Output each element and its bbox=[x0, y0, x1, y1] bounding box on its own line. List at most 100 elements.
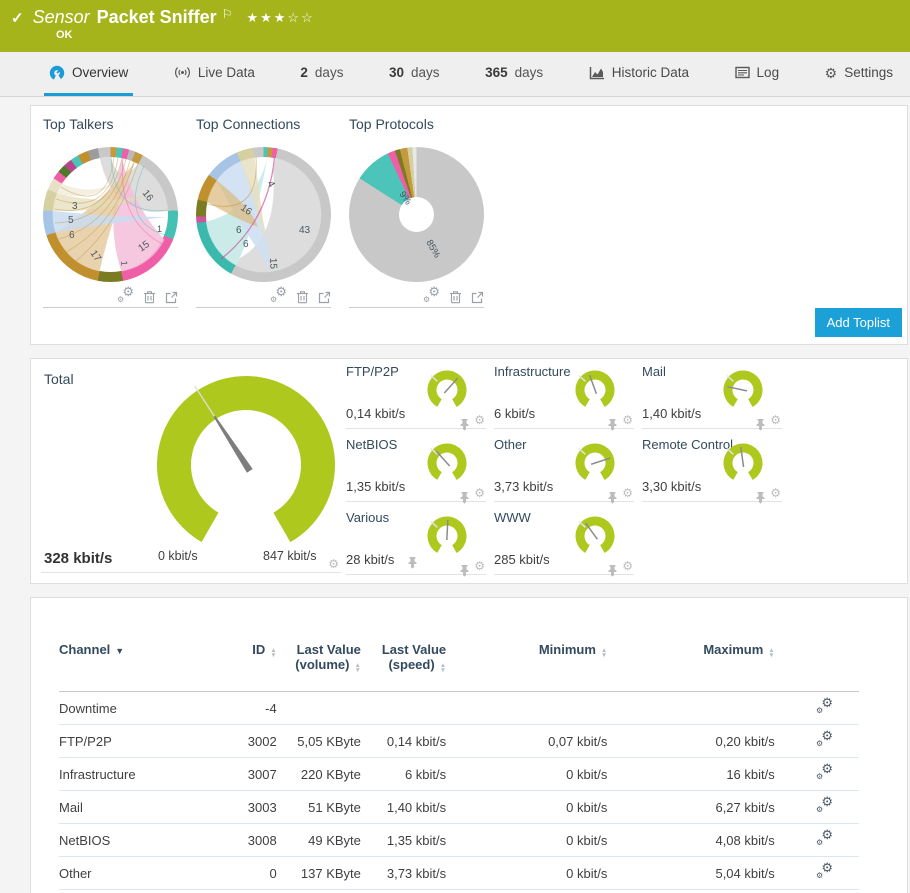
tab-30-days[interactable]: 30 days bbox=[389, 65, 440, 80]
chord-ribbons: 4 16 43 6 6 15 bbox=[205, 157, 322, 273]
pin-icon[interactable] bbox=[608, 418, 617, 431]
priority-stars[interactable]: ★★★☆☆ bbox=[246, 9, 315, 25]
column-header-maximum[interactable]: Maximum ▲ ▼ bbox=[607, 642, 775, 692]
channel-gauge-cell: WWW 285 kbit/s ⚙ bbox=[494, 509, 634, 577]
sort-icon: ▲ ▼ bbox=[439, 662, 447, 674]
table-row: Downtime -4 ⚙ ⚙ bbox=[59, 691, 859, 725]
svg-text:1: 1 bbox=[157, 224, 162, 234]
gauge-settings-icon[interactable]: ⚙ bbox=[328, 557, 339, 571]
cell-last-volume: 51 KByte bbox=[276, 790, 361, 824]
svg-text:15: 15 bbox=[267, 258, 278, 270]
tab-settings[interactable]: ⚙ Settings bbox=[824, 64, 893, 81]
toplist-top-connections: Top Connections 4 16 43 6 bbox=[196, 116, 336, 308]
tab-log[interactable]: Log bbox=[730, 52, 785, 96]
delete-toplist-icon[interactable] bbox=[296, 290, 309, 304]
gauge-settings-icon[interactable]: ⚙ bbox=[770, 486, 781, 500]
gauge-icon bbox=[49, 65, 65, 80]
svg-text:6: 6 bbox=[69, 230, 75, 241]
column-header-last-value-speed[interactable]: Last Value (speed) ▲ ▼ bbox=[360, 642, 447, 692]
tab-live-data[interactable]: Live Data bbox=[169, 52, 260, 96]
channel-settings-icon[interactable]: ⚙ ⚙ bbox=[816, 859, 833, 880]
toplist-title: Top Protocols bbox=[349, 116, 434, 132]
channel-settings-icon[interactable]: ⚙ ⚙ bbox=[816, 760, 833, 781]
pin-icon[interactable] bbox=[756, 491, 765, 504]
mini-gauge bbox=[427, 516, 467, 556]
cell-last-speed: 3,73 kbit/s bbox=[360, 856, 447, 890]
gauge-settings-icon[interactable]: ⚙ bbox=[770, 413, 781, 427]
column-header-actions bbox=[774, 642, 859, 692]
table-header-row: Channel ▼ ID ▲ ▼ Last Value (volume) ▲ ▼ Last… bbox=[59, 642, 859, 692]
gauge-settings-icon[interactable]: ⚙ bbox=[474, 413, 485, 427]
channel-settings-icon[interactable]: ⚙ ⚙ bbox=[816, 793, 833, 814]
tab-365-days[interactable]: 365 days bbox=[485, 65, 544, 80]
cell-maximum: 16 kbit/s bbox=[607, 757, 775, 791]
add-toplist-button[interactable]: Add Toplist bbox=[814, 308, 902, 337]
pin-icon[interactable] bbox=[608, 491, 617, 504]
svg-text:9%: 9% bbox=[397, 189, 414, 207]
table-row: Infrastructure 3007 220 KByte 6 kbit/s 0… bbox=[59, 757, 859, 791]
chord-ribbons: 16 1 15 1 17 6 5 3 bbox=[52, 156, 169, 272]
svg-text:6: 6 bbox=[243, 239, 249, 250]
toplist-top-talkers: Top Talkers bbox=[43, 116, 183, 308]
top-talkers-chart[interactable]: 16 1 15 1 17 6 5 3 bbox=[43, 147, 178, 282]
edit-toplist-icon[interactable]: ⚙ ⚙ bbox=[270, 284, 287, 304]
gauge-max-label: 847 kbit/s bbox=[263, 549, 317, 563]
flag-icon[interactable]: ⚐ bbox=[221, 6, 233, 21]
channel-settings-icon[interactable]: ⚙ ⚙ bbox=[816, 727, 833, 748]
column-header-last-value-volume[interactable]: Last Value (volume) ▲ ▼ bbox=[276, 642, 361, 692]
gauge-settings-icon[interactable]: ⚙ bbox=[474, 559, 485, 573]
cell-minimum: 0,07 kbit/s bbox=[446, 724, 608, 758]
historic-chart-icon bbox=[589, 66, 604, 79]
pin-icon[interactable] bbox=[408, 556, 417, 569]
open-toplist-icon[interactable] bbox=[165, 291, 178, 304]
cell-channel: Infrastructure bbox=[59, 757, 214, 791]
channel-gauge-cell: Remote Control 3,30 kbit/s ⚙ bbox=[642, 436, 782, 504]
delete-toplist-icon[interactable] bbox=[143, 290, 156, 304]
gauge-settings-icon[interactable]: ⚙ bbox=[474, 486, 485, 500]
sort-icon: ▲ ▼ bbox=[270, 647, 277, 659]
pin-icon[interactable] bbox=[756, 418, 765, 431]
cell-last-speed: 0,14 kbit/s bbox=[360, 724, 447, 758]
toplist-actions: ⚙ ⚙ bbox=[43, 284, 178, 308]
channel-settings-icon[interactable]: ⚙ ⚙ bbox=[816, 826, 833, 847]
table-row: Mail 3003 51 KByte 1,40 kbit/s 0 kbit/s … bbox=[59, 790, 859, 824]
pin-icon[interactable] bbox=[460, 564, 469, 577]
channel-gauge-cell: NetBIOS 1,35 kbit/s ⚙ bbox=[346, 436, 486, 504]
tab-historic-data[interactable]: Historic Data bbox=[584, 52, 694, 96]
cell-last-speed: 1,35 kbit/s bbox=[360, 823, 447, 857]
pie-labels: 85% 9% bbox=[397, 189, 443, 260]
delete-toplist-icon[interactable] bbox=[449, 290, 462, 304]
cell-id: 3002 bbox=[213, 724, 277, 758]
column-header-id[interactable]: ID ▲ ▼ bbox=[213, 642, 277, 692]
svg-text:85%: 85% bbox=[423, 238, 442, 260]
cell-last-volume: 220 KByte bbox=[276, 757, 361, 791]
top-connections-chart[interactable]: 4 16 43 6 6 15 bbox=[196, 147, 331, 282]
svg-text:5: 5 bbox=[68, 215, 74, 226]
tab-2-days[interactable]: 2 days bbox=[300, 65, 344, 80]
open-toplist-icon[interactable] bbox=[471, 291, 484, 304]
top-protocols-chart[interactable]: 85% 9% bbox=[349, 147, 484, 282]
edit-toplist-icon[interactable]: ⚙ ⚙ bbox=[117, 284, 134, 304]
pin-icon[interactable] bbox=[460, 491, 469, 504]
cell-last-speed: 6 kbit/s bbox=[360, 757, 447, 791]
cell-minimum: 0 kbit/s bbox=[446, 790, 608, 824]
pin-icon[interactable] bbox=[460, 418, 469, 431]
gauge-settings-icon[interactable]: ⚙ bbox=[622, 559, 633, 573]
edit-toplist-icon[interactable]: ⚙ ⚙ bbox=[423, 284, 440, 304]
tab-bar: Overview Live Data 2 days 30 days 365 days … bbox=[0, 52, 910, 97]
channels-table: Channel ▼ ID ▲ ▼ Last Value (volume) ▲ ▼ Last… bbox=[59, 642, 859, 890]
open-toplist-icon[interactable] bbox=[318, 291, 331, 304]
column-header-minimum[interactable]: Minimum ▲ ▼ bbox=[446, 642, 608, 692]
channel-settings-icon[interactable]: ⚙ ⚙ bbox=[816, 694, 833, 715]
gauge-settings-icon[interactable]: ⚙ bbox=[622, 486, 633, 500]
svg-text:43: 43 bbox=[299, 225, 311, 236]
gear-icon: ⚙ bbox=[824, 64, 838, 81]
channel-gauge-cell: FTP/P2P 0,14 kbit/s ⚙ bbox=[346, 363, 486, 431]
tab-overview[interactable]: Overview bbox=[44, 52, 134, 96]
cell-minimum bbox=[446, 691, 608, 725]
column-header-channel[interactable]: Channel ▼ bbox=[59, 642, 214, 692]
mini-gauge bbox=[575, 516, 615, 556]
pin-icon[interactable] bbox=[608, 564, 617, 577]
gauge-settings-icon[interactable]: ⚙ bbox=[622, 413, 633, 427]
